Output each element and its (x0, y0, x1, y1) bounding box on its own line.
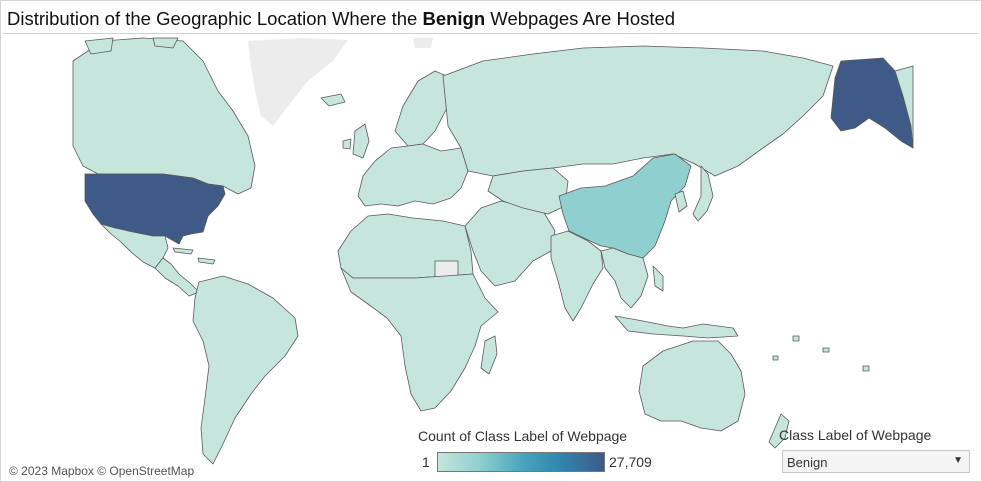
region-central-asia[interactable] (487, 167, 569, 215)
region-arctic-islands[interactable] (84, 37, 179, 55)
region-greenland[interactable] (248, 38, 348, 126)
world-map[interactable] (3, 36, 978, 479)
legend-max-label: 27,709 (609, 454, 652, 470)
region-russia[interactable] (442, 45, 834, 177)
filter-title: Class Label of Webpage (779, 427, 932, 443)
class-label-dropdown[interactable]: Benign ▼ (782, 450, 970, 473)
region-madagascar[interactable] (480, 335, 498, 375)
legend-gradient-bar (437, 452, 605, 472)
title-emphasis: Benign (422, 8, 486, 29)
region-central-america[interactable] (154, 257, 200, 297)
chevron-down-icon: ▼ (953, 455, 963, 466)
region-europe[interactable] (357, 143, 469, 207)
region-canada[interactable] (72, 37, 256, 195)
legend-min-label: 1 (422, 454, 430, 470)
region-united-kingdom[interactable] (342, 123, 370, 159)
region-japan[interactable] (674, 165, 714, 222)
region-south-america[interactable] (192, 275, 299, 465)
region-iceland[interactable] (320, 93, 346, 107)
region-yukon[interactable] (894, 65, 914, 149)
region-indonesia[interactable] (614, 265, 739, 339)
region-new-zealand[interactable] (768, 413, 790, 449)
map-area[interactable] (3, 36, 978, 479)
region-china[interactable] (558, 153, 692, 259)
region-pacific-islands[interactable] (772, 335, 870, 372)
region-sub-saharan-africa[interactable] (340, 267, 499, 412)
region-svalbard[interactable] (413, 38, 433, 48)
region-india[interactable] (550, 230, 604, 322)
page-title: Distribution of the Geographic Location … (7, 8, 675, 30)
region-united-states[interactable] (84, 173, 226, 245)
region-middle-east[interactable] (464, 200, 556, 287)
region-scandinavia[interactable] (394, 70, 452, 147)
region-australia[interactable] (638, 340, 746, 432)
map-attribution[interactable]: © 2023 Mapbox © OpenStreetMap (9, 464, 195, 478)
title-bar: Distribution of the Geographic Location … (3, 3, 978, 34)
title-prefix: Distribution of the Geographic Location … (7, 8, 423, 29)
region-caribbean[interactable] (172, 247, 216, 265)
legend-title: Count of Class Label of Webpage (418, 428, 628, 444)
title-suffix: Webpages Are Hosted (485, 8, 676, 29)
dropdown-selected-value: Benign (787, 455, 828, 470)
region-southeast-asia[interactable] (600, 247, 649, 309)
